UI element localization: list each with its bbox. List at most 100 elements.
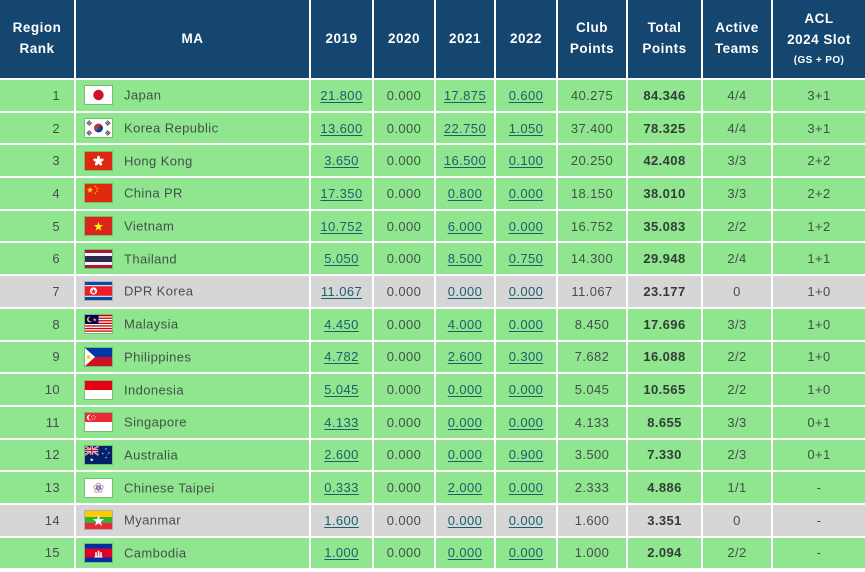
points-2019-link[interactable]: 4.782 xyxy=(324,349,359,365)
table-row: 8 Malaysia 4.450 0.000 4.000 0.000 8.450… xyxy=(0,306,865,342)
points-2021-cell: 8.500 xyxy=(434,241,496,277)
total-points-cell: 29.948 xyxy=(626,241,703,277)
china-flag-icon xyxy=(85,184,112,203)
acl-slot-cell: - xyxy=(771,535,865,571)
points-2019-link[interactable]: 11.067 xyxy=(320,283,363,299)
active-teams-cell: 3/3 xyxy=(701,404,773,440)
points-2021-link[interactable]: 0.000 xyxy=(447,447,483,463)
points-2022-link[interactable]: 0.000 xyxy=(508,382,544,398)
points-2021-link[interactable]: 2.600 xyxy=(447,349,483,365)
points-2019-link[interactable]: 2.600 xyxy=(324,447,359,463)
col-header-active-teams: Active Teams xyxy=(701,0,773,80)
points-2019-cell: 10.752 xyxy=(309,208,374,244)
club-points-cell: 18.150 xyxy=(556,176,628,211)
region-rank-cell: 12 xyxy=(0,437,76,473)
club-points-cell: 11.067 xyxy=(556,274,628,309)
vietnam-flag-icon xyxy=(85,217,112,236)
ma-cell: Philippines xyxy=(74,339,311,375)
points-2022-link[interactable]: 1.050 xyxy=(508,120,544,136)
points-2022-cell: 0.000 xyxy=(494,208,558,244)
table-row: 6 Thailand 5.050 0.000 8.500 0.750 14.30… xyxy=(0,241,865,277)
points-2022-link[interactable]: 0.000 xyxy=(508,512,544,528)
active-teams-cell: 2/2 xyxy=(701,208,773,244)
points-2022-link[interactable]: 0.000 xyxy=(508,218,544,234)
points-2022-cell: 0.000 xyxy=(494,176,558,211)
points-2020-cell: 0.000 xyxy=(372,372,436,407)
points-2022-cell: 0.600 xyxy=(494,78,558,113)
hongkong-flag-icon xyxy=(85,151,112,170)
points-2022-link[interactable]: 0.000 xyxy=(508,283,544,299)
points-2021-link[interactable]: 2.000 xyxy=(447,480,483,496)
points-2019-cell: 5.045 xyxy=(309,372,374,407)
col-header-2020: 2020 xyxy=(372,0,436,80)
points-2022-cell: 0.100 xyxy=(494,143,558,179)
points-2021-link[interactable]: 0.000 xyxy=(447,545,483,561)
points-2021-link[interactable]: 0.000 xyxy=(447,512,483,528)
region-rank-cell: 11 xyxy=(0,404,76,440)
acl-slot-cell: 3+1 xyxy=(771,78,865,113)
points-2019-link[interactable]: 13.600 xyxy=(320,120,363,136)
points-2021-link[interactable]: 16.500 xyxy=(443,153,487,169)
points-2021-cell: 6.000 xyxy=(434,208,496,244)
points-2019-link[interactable]: 3.650 xyxy=(324,153,359,169)
col-header-2019: 2019 xyxy=(309,0,374,80)
ma-cell: Australia xyxy=(74,437,311,473)
points-2021-link[interactable]: 0.000 xyxy=(447,283,483,299)
points-2021-link[interactable]: 4.000 xyxy=(447,316,483,332)
acl-slot-cell: - xyxy=(771,470,865,505)
points-2021-cell: 0.000 xyxy=(434,502,496,538)
points-2021-link[interactable]: 22.750 xyxy=(443,120,487,136)
points-2021-cell: 16.500 xyxy=(434,143,496,179)
total-points-cell: 35.083 xyxy=(626,208,703,244)
region-rank-cell: 4 xyxy=(0,176,76,211)
points-2021-link[interactable]: 6.000 xyxy=(447,218,483,234)
ma-cell: Chinese Taipei xyxy=(74,470,311,505)
region-rank-cell: 8 xyxy=(0,306,76,342)
points-2020-cell: 0.000 xyxy=(372,470,436,505)
points-2022-link[interactable]: 0.900 xyxy=(508,447,544,463)
points-2021-cell: 0.000 xyxy=(434,535,496,571)
points-2021-link[interactable]: 0.000 xyxy=(447,382,483,398)
active-teams-cell: 2/3 xyxy=(701,437,773,473)
points-2019-link[interactable]: 21.800 xyxy=(320,87,363,103)
region-rank-cell: 9 xyxy=(0,339,76,375)
points-2022-link[interactable]: 0.000 xyxy=(508,480,544,496)
points-2021-link[interactable]: 17.875 xyxy=(443,87,487,103)
col-header-club-points: Club Points xyxy=(556,0,628,80)
points-2022-link[interactable]: 0.750 xyxy=(508,251,544,267)
points-2019-link[interactable]: 1.000 xyxy=(324,545,359,561)
points-2022-link[interactable]: 0.000 xyxy=(508,414,544,430)
points-2019-link[interactable]: 0.333 xyxy=(324,480,359,496)
club-points-cell: 16.752 xyxy=(556,208,628,244)
points-2019-link[interactable]: 17.350 xyxy=(320,185,363,201)
points-2022-cell: 1.050 xyxy=(494,110,558,146)
points-2022-link[interactable]: 0.000 xyxy=(508,545,544,561)
active-teams-cell: 4/4 xyxy=(701,110,773,146)
points-2022-link[interactable]: 0.600 xyxy=(508,87,544,103)
ranking-table-body: 1 Japan 21.800 0.000 17.875 0.600 40.275… xyxy=(0,78,865,571)
points-2019-link[interactable]: 4.450 xyxy=(324,316,359,332)
points-2019-link[interactable]: 10.752 xyxy=(320,218,363,234)
points-2022-link[interactable]: 0.000 xyxy=(508,316,544,332)
points-2021-link[interactable]: 0.800 xyxy=(447,185,483,201)
points-2019-link[interactable]: 1.600 xyxy=(324,512,359,528)
points-2021-link[interactable]: 0.000 xyxy=(447,414,483,430)
country-name: Korea Republic xyxy=(124,120,219,136)
points-2022-link[interactable]: 0.300 xyxy=(508,349,544,365)
table-row: 9 Philippines 4.782 0.000 2.600 0.300 7.… xyxy=(0,339,865,375)
active-teams-cell: 4/4 xyxy=(701,78,773,113)
total-points-cell: 2.094 xyxy=(626,535,703,571)
points-2019-link[interactable]: 5.050 xyxy=(324,251,359,267)
points-2021-link[interactable]: 8.500 xyxy=(447,251,483,267)
points-2019-link[interactable]: 5.045 xyxy=(324,382,359,398)
club-points-cell: 5.045 xyxy=(556,372,628,407)
points-2019-link[interactable]: 4.133 xyxy=(324,414,359,430)
points-2022-link[interactable]: 0.000 xyxy=(508,185,544,201)
table-header: Region Rank MA 2019 2020 2021 2022 Club … xyxy=(0,0,865,80)
acl-slot-cell: 2+2 xyxy=(771,143,865,179)
total-points-cell: 16.088 xyxy=(626,339,703,375)
active-teams-cell: 3/3 xyxy=(701,176,773,211)
points-2022-link[interactable]: 0.100 xyxy=(508,153,544,169)
points-2019-cell: 5.050 xyxy=(309,241,374,277)
